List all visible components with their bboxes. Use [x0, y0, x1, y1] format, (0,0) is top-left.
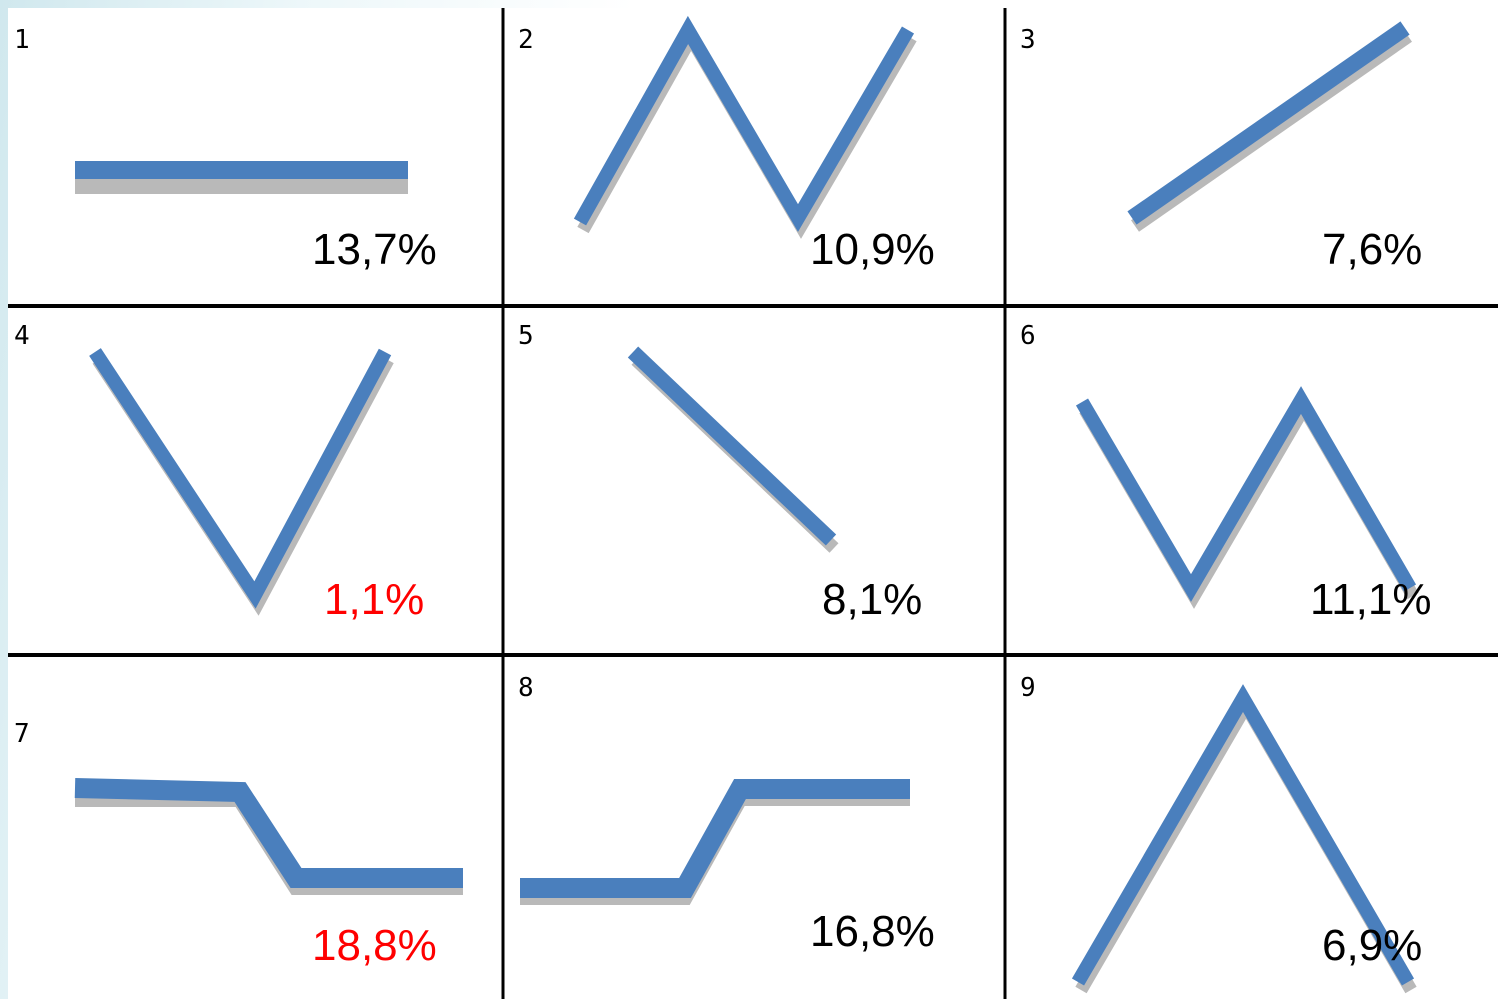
cell-number: 5	[518, 321, 534, 351]
percent-label: 11,1%	[1310, 575, 1432, 624]
cell-5: 5 8,1%	[518, 321, 922, 624]
pattern-line-flat	[75, 161, 408, 194]
cell-6: 6 11,1%	[1020, 321, 1432, 624]
cell-number: 4	[14, 321, 30, 351]
percent-label: 10,9%	[810, 225, 935, 274]
cell-number: 7	[14, 719, 30, 749]
cell-2: 2 10,9%	[518, 15, 935, 274]
pattern-line-rising	[1127, 21, 1412, 232]
percent-label: 8,1%	[822, 575, 922, 624]
pattern-line-falling	[627, 346, 839, 553]
cell-8: 8 16,8%	[518, 673, 935, 956]
percent-label: 18,8%	[312, 921, 437, 970]
percent-label: 7,6%	[1322, 225, 1422, 274]
pattern-line-down-up	[89, 348, 394, 616]
pattern-line-up-down-up	[573, 15, 917, 239]
percent-label: 1,1%	[324, 575, 424, 624]
percent-label: 6,9%	[1322, 921, 1422, 970]
pattern-line-up-down	[1071, 684, 1417, 994]
pattern-line-step-down	[74, 778, 463, 895]
percent-label: 16,8%	[810, 907, 935, 956]
cell-9: 9 6,9%	[1020, 673, 1422, 994]
percent-label: 13,7%	[312, 225, 437, 274]
cell-4: 4 1,1%	[14, 321, 424, 624]
pattern-line-step-up	[520, 779, 910, 905]
cell-number: 3	[1020, 25, 1036, 55]
cell-1: 1 13,7%	[14, 25, 437, 274]
pattern-line-down-up-down	[1075, 386, 1419, 609]
cell-3: 3 7,6%	[1020, 21, 1422, 274]
cell-number: 9	[1020, 673, 1036, 703]
cell-number: 2	[518, 25, 534, 55]
cell-7: 7 18,8%	[14, 719, 463, 970]
cell-number: 6	[1020, 321, 1036, 351]
cell-number: 8	[518, 673, 534, 703]
cell-number: 1	[14, 25, 30, 55]
